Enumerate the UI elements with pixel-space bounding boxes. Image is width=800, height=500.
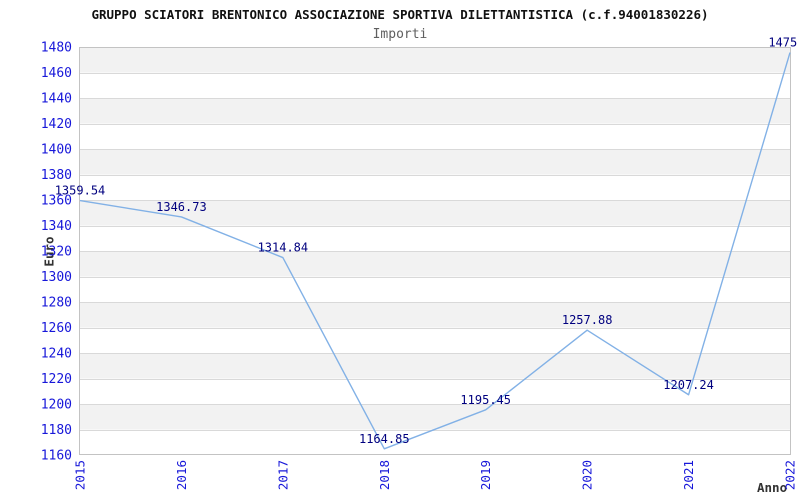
grid-band bbox=[79, 404, 791, 430]
grid-band bbox=[79, 98, 791, 124]
y-tick-label: 1460 bbox=[41, 66, 72, 81]
plot-border bbox=[79, 47, 791, 455]
y-tick-label: 1320 bbox=[41, 245, 72, 260]
y-tick-label: 1420 bbox=[41, 117, 72, 132]
y-tick-label: 1340 bbox=[41, 219, 72, 234]
y-tick-label: 1220 bbox=[41, 372, 72, 387]
x-tick-label: 2015 bbox=[73, 460, 88, 490]
grid-band bbox=[79, 302, 791, 328]
grid-band bbox=[79, 353, 791, 379]
y-tick-label: 1180 bbox=[41, 423, 72, 438]
y-tick-label: 1260 bbox=[41, 321, 72, 336]
data-point-label: 1207.24 bbox=[663, 378, 714, 392]
grid-band bbox=[79, 251, 791, 277]
y-tick-label: 1280 bbox=[41, 296, 72, 311]
x-tick-label: 2021 bbox=[681, 460, 696, 490]
data-point-label: 1346.73 bbox=[156, 200, 207, 214]
y-tick-label: 1380 bbox=[41, 168, 72, 183]
x-axis-title: Anno bbox=[757, 480, 788, 495]
data-point-label: 1164.85 bbox=[359, 432, 410, 446]
x-tick-label: 2020 bbox=[580, 460, 595, 490]
x-tick-label: 2022 bbox=[783, 460, 798, 490]
x-tick-label: 2016 bbox=[174, 460, 189, 490]
x-tick-label: 2019 bbox=[478, 460, 493, 490]
y-tick-label: 1360 bbox=[41, 194, 72, 209]
chart-title: GRUPPO SCIATORI BRENTONICO ASSOCIAZIONE … bbox=[91, 7, 709, 22]
data-point-label: 1359.54 bbox=[55, 184, 106, 198]
data-point-label: 1195.45 bbox=[460, 393, 511, 407]
y-tick-label: 1480 bbox=[41, 41, 72, 56]
y-tick-label: 1160 bbox=[41, 449, 72, 464]
y-tick-label: 1240 bbox=[41, 347, 72, 362]
data-point-label: 1475.6 bbox=[768, 36, 800, 50]
grid-band bbox=[79, 47, 791, 73]
x-tick-label: 2017 bbox=[275, 460, 290, 490]
x-tick-label: 2018 bbox=[377, 460, 392, 490]
grid-band bbox=[79, 200, 791, 226]
grid-band bbox=[79, 149, 791, 175]
y-tick-label: 1440 bbox=[41, 92, 72, 107]
y-tick-label: 1300 bbox=[41, 270, 72, 285]
data-line bbox=[79, 52, 791, 450]
y-tick-label: 1400 bbox=[41, 143, 72, 158]
data-point-label: 1257.88 bbox=[562, 313, 613, 327]
data-point-label: 1314.84 bbox=[258, 241, 309, 255]
y-tick-label: 1200 bbox=[41, 398, 72, 413]
chart-subtitle: Importi bbox=[372, 27, 428, 42]
